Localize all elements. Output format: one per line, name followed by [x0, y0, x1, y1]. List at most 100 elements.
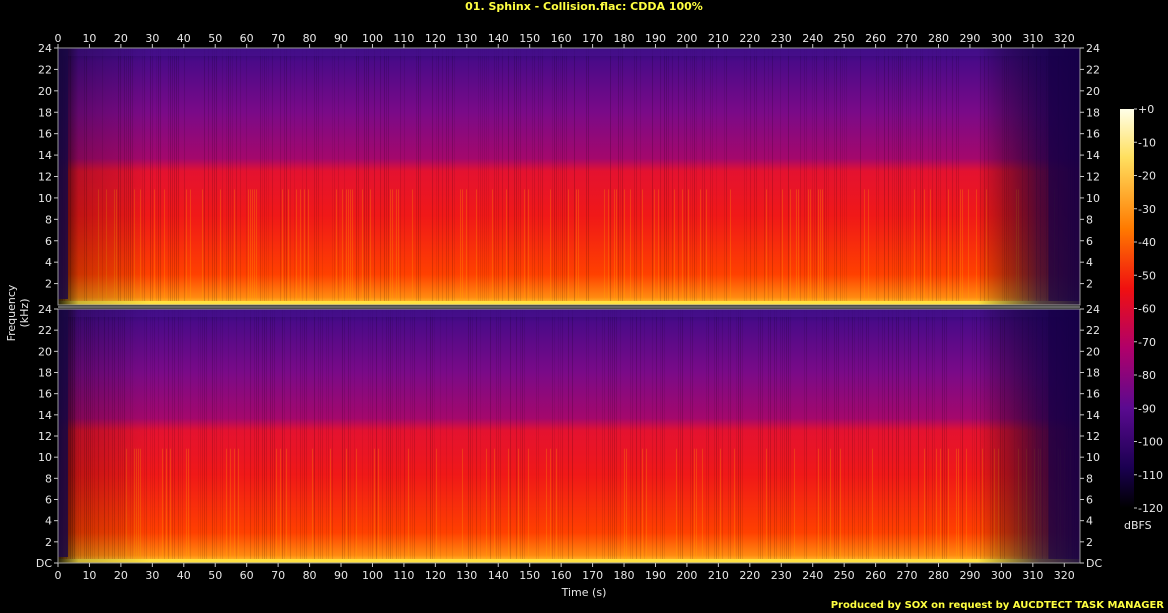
svg-text:8: 8	[1086, 213, 1093, 226]
colorbar-tick: -100	[1134, 436, 1163, 449]
svg-text:100: 100	[362, 569, 383, 582]
svg-text:260: 260	[865, 32, 886, 45]
svg-text:8: 8	[1086, 472, 1093, 485]
svg-text:24: 24	[38, 303, 52, 316]
svg-text:60: 60	[240, 32, 254, 45]
colorbar-gradient	[1120, 109, 1134, 508]
svg-text:16: 16	[1086, 388, 1100, 401]
y-tick-lower: 10 10	[38, 451, 1100, 464]
x-tick-bottom: 70	[271, 563, 285, 582]
svg-text:6: 6	[1086, 494, 1093, 507]
svg-text:60: 60	[240, 569, 254, 582]
x-tick-bottom: 100	[362, 563, 383, 582]
chart-title: 01. Sphinx - Collision.flac: CDDA 100%	[465, 0, 703, 13]
svg-text:220: 220	[739, 569, 760, 582]
x-tick-bottom: 120	[425, 563, 446, 582]
svg-text:20: 20	[1086, 85, 1100, 98]
x-tick-top: 10	[82, 32, 96, 48]
y-tick-lower: 12 12	[38, 430, 1100, 443]
x-tick-top: 100	[362, 32, 383, 48]
x-tick-bottom: 200	[676, 563, 697, 582]
x-tick-bottom: 130	[456, 563, 477, 582]
x-tick-bottom: 150	[519, 563, 540, 582]
svg-text:24: 24	[38, 42, 52, 55]
y-tick-upper: 16 16	[38, 128, 1100, 141]
svg-text:20: 20	[38, 345, 52, 358]
svg-text:50: 50	[208, 32, 222, 45]
x-tick-bottom: 90	[334, 563, 348, 582]
x-tick-top: 110	[393, 32, 414, 48]
x-tick-top: 320	[1054, 32, 1075, 48]
svg-text:30: 30	[145, 32, 159, 45]
x-tick-top: 160	[551, 32, 572, 48]
svg-text:16: 16	[38, 388, 52, 401]
svg-text:140: 140	[488, 569, 509, 582]
svg-text:90: 90	[334, 569, 348, 582]
svg-text:20: 20	[1086, 345, 1100, 358]
svg-text:4: 4	[45, 515, 52, 528]
svg-text:300: 300	[991, 32, 1012, 45]
svg-text:100: 100	[362, 32, 383, 45]
svg-text:8: 8	[45, 213, 52, 226]
svg-text:-20: -20	[1138, 170, 1156, 183]
svg-text:6: 6	[45, 494, 52, 507]
x-tick-bottom: 0	[55, 563, 62, 582]
svg-text:270: 270	[897, 32, 918, 45]
svg-text:310: 310	[1022, 569, 1043, 582]
svg-text:-10: -10	[1138, 136, 1156, 149]
svg-text:290: 290	[959, 32, 980, 45]
y-tick-lower: 18 18	[38, 367, 1100, 380]
svg-text:110: 110	[393, 32, 414, 45]
svg-text:12: 12	[1086, 171, 1100, 184]
colorbar-tick: -30	[1134, 203, 1156, 216]
svg-text:20: 20	[38, 85, 52, 98]
x-tick-top: 140	[488, 32, 509, 48]
colorbar: +0 -10 -20 -30 -40 -50 -60 -70 -80 -90 -100 -110 -12…	[1120, 103, 1163, 515]
svg-text:0: 0	[55, 32, 62, 45]
colorbar-tick: -120	[1134, 502, 1163, 515]
svg-text:300: 300	[991, 569, 1012, 582]
svg-text:-40: -40	[1138, 236, 1156, 249]
x-tick-bottom: 260	[865, 563, 886, 582]
svg-text:24: 24	[1086, 42, 1100, 55]
svg-text:280: 280	[928, 569, 949, 582]
y-tick-lower: DC DC	[36, 557, 1103, 570]
svg-text:200: 200	[676, 32, 697, 45]
svg-text:320: 320	[1054, 569, 1075, 582]
svg-text:70: 70	[271, 569, 285, 582]
y-tick-upper: 24 24	[38, 42, 1100, 55]
svg-text:-70: -70	[1138, 336, 1156, 349]
svg-text:10: 10	[1086, 451, 1100, 464]
svg-text:90: 90	[334, 32, 348, 45]
x-tick-bottom: 180	[614, 563, 635, 582]
x-tick-bottom: 60	[240, 563, 254, 582]
svg-text:320: 320	[1054, 32, 1075, 45]
x-tick-bottom: 320	[1054, 563, 1075, 582]
colorbar-tick: -80	[1134, 369, 1156, 382]
x-tick-top: 290	[959, 32, 980, 48]
svg-text:6: 6	[1086, 235, 1093, 248]
y-tick-upper: 22 22	[38, 63, 1100, 76]
svg-text:190: 190	[645, 569, 666, 582]
svg-text:190: 190	[645, 32, 666, 45]
svg-text:22: 22	[1086, 324, 1100, 337]
svg-text:16: 16	[1086, 128, 1100, 141]
x-tick-bottom: 270	[897, 563, 918, 582]
x-tick-top: 240	[802, 32, 823, 48]
x-tick-top: 220	[739, 32, 760, 48]
svg-text:180: 180	[614, 32, 635, 45]
svg-text:70: 70	[271, 32, 285, 45]
svg-text:DC: DC	[1086, 557, 1102, 570]
svg-text:20: 20	[114, 569, 128, 582]
x-tick-top: 70	[271, 32, 285, 48]
x-tick-bottom: 190	[645, 563, 666, 582]
svg-text:22: 22	[38, 324, 52, 337]
x-tick-top: 180	[614, 32, 635, 48]
x-tick-top: 30	[145, 32, 159, 48]
svg-text:160: 160	[551, 32, 572, 45]
svg-text:40: 40	[177, 32, 191, 45]
